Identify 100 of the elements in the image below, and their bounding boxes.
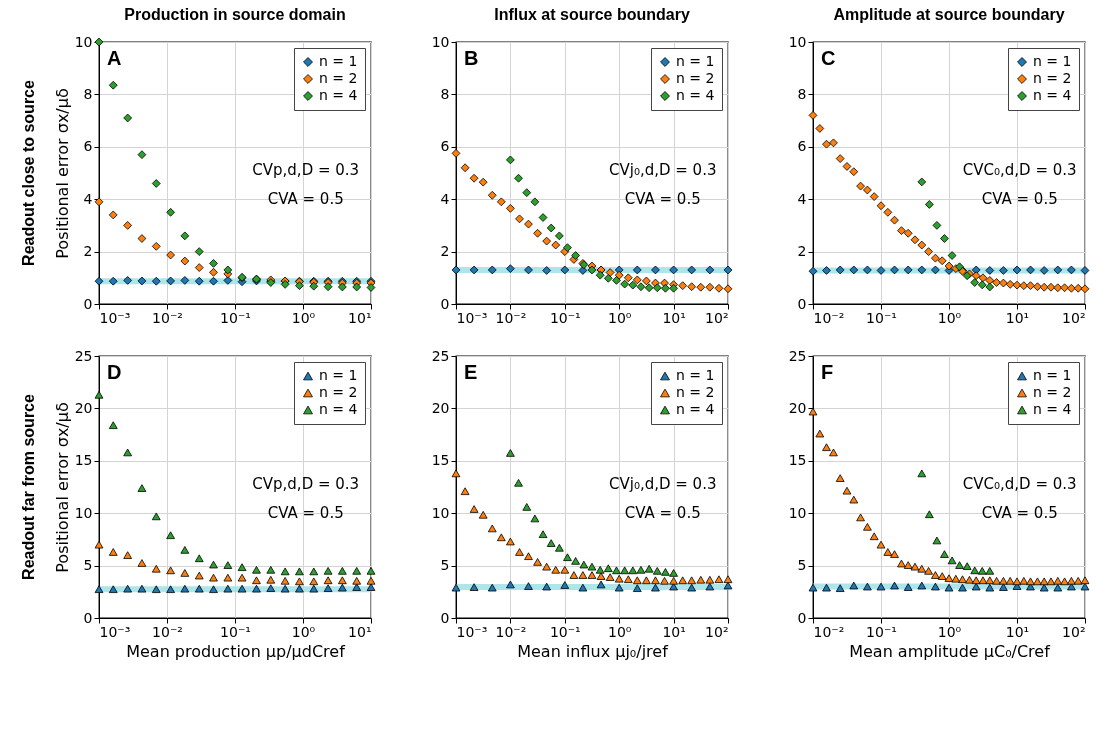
legend-label: n = 1 — [1033, 53, 1072, 69]
legend-label: n = 2 — [1033, 384, 1072, 400]
y-tick-label: 6 — [797, 138, 807, 155]
x-tick-label: 10¹ — [662, 623, 686, 640]
x-tick-label: 10⁰ — [607, 623, 632, 640]
annotation: CVj₀,d,D = 0.3 — [608, 161, 717, 180]
y-tick-label: 25 — [788, 347, 807, 364]
x-tick-label: 10² — [705, 309, 729, 326]
y-tick-label: 20 — [74, 399, 93, 416]
y-tick-label: 10 — [431, 33, 450, 50]
x-tick-label: 10¹ — [348, 623, 372, 640]
x-tick-label: 10⁻² — [495, 309, 527, 326]
y-tick-label: 0 — [797, 609, 807, 626]
legend-label: n = 1 — [676, 367, 715, 383]
legend-label: n = 4 — [676, 401, 715, 417]
x-tick-label: 10¹ — [662, 309, 686, 326]
chart-title: Amplitude at source boundary — [833, 6, 1065, 23]
x-tick-label: 10⁰ — [607, 309, 632, 326]
x-axis-title: Mean production μp/μdCref — [126, 641, 346, 661]
annotation: CVC₀,d,D = 0.3 — [962, 161, 1077, 180]
y-tick-label: 15 — [74, 452, 93, 469]
x-tick-label: 10⁻² — [813, 623, 845, 640]
y-tick-label: 25 — [74, 347, 93, 364]
x-tick-label: 10² — [705, 623, 729, 640]
y-tick-label: 20 — [431, 399, 450, 416]
x-tick-label: 10⁻¹ — [549, 309, 581, 326]
annotation: CVA = 0.5 — [267, 190, 344, 209]
x-tick-label: 10⁻² — [495, 623, 527, 640]
annotation: B — [464, 47, 479, 69]
x-tick-label: 10² — [1062, 309, 1086, 326]
chart-title: Influx at source boundary — [494, 6, 690, 23]
y-tick-label: 15 — [431, 452, 450, 469]
annotation: CVp,d,D = 0.3 — [252, 161, 360, 180]
x-tick-label: 10⁻³ — [456, 623, 488, 640]
y-tick-label: 0 — [83, 295, 93, 312]
y-tick-label: 0 — [440, 295, 450, 312]
y-tick-label: 2 — [440, 243, 450, 260]
x-tick-label: 10⁻² — [813, 309, 845, 326]
x-tick-label: 10¹ — [1005, 309, 1030, 326]
annotation: CVA = 0.5 — [981, 190, 1058, 209]
legend-label: n = 4 — [1033, 401, 1072, 417]
chart-title: Production in source domain — [124, 6, 346, 23]
annotation: CVA = 0.5 — [624, 504, 701, 523]
y-tick-label: 10 — [74, 504, 93, 521]
legend-label: n = 4 — [676, 87, 715, 103]
legend-label: n = 1 — [676, 53, 715, 69]
y-axis-title: Positional error σx/μδ — [52, 88, 72, 259]
y-tick-label: 25 — [431, 347, 450, 364]
legend-label: n = 4 — [1033, 87, 1072, 103]
y-tick-label: 0 — [440, 609, 450, 626]
annotation: E — [464, 361, 478, 383]
annotation: D — [107, 361, 122, 383]
y-tick-label: 2 — [83, 243, 93, 260]
y-tick-label: 10 — [74, 33, 93, 50]
x-tick-label: 10⁰ — [937, 309, 962, 326]
x-tick-label: 10¹ — [348, 309, 372, 326]
annotation: CVA = 0.5 — [624, 190, 701, 209]
x-tick-label: 10⁻¹ — [220, 309, 251, 326]
legend-label: n = 2 — [319, 384, 358, 400]
y-tick-label: 15 — [788, 452, 807, 469]
x-tick-label: 10⁻¹ — [549, 623, 581, 640]
x-tick-label: 10⁻³ — [456, 309, 488, 326]
y-axis-title: Positional error σx/μδ — [52, 402, 72, 573]
legend-label: n = 1 — [319, 53, 358, 69]
annotation: CVp,d,D = 0.3 — [252, 475, 360, 494]
legend-label: n = 2 — [319, 70, 358, 86]
x-tick-label: 10⁻¹ — [866, 309, 897, 326]
legend-label: n = 1 — [1033, 367, 1072, 383]
legend-label: n = 2 — [676, 384, 715, 400]
y-tick-label: 5 — [440, 557, 450, 574]
x-tick-label: 10¹ — [1005, 623, 1030, 640]
x-tick-label: 10⁻² — [152, 623, 183, 640]
y-tick-label: 8 — [797, 85, 807, 102]
y-tick-label: 2 — [797, 243, 807, 260]
legend-label: n = 4 — [319, 87, 358, 103]
text: Readout close to source — [20, 79, 37, 266]
y-tick-label: 0 — [83, 609, 93, 626]
y-tick-label: 4 — [440, 190, 450, 207]
legend-label: n = 1 — [319, 367, 358, 383]
y-tick-label: 10 — [788, 504, 807, 521]
x-axis-title: Mean influx μj₀/jref — [517, 641, 669, 661]
annotation: CVA = 0.5 — [981, 504, 1058, 523]
y-tick-label: 0 — [797, 295, 807, 312]
x-tick-label: 10² — [1062, 623, 1086, 640]
y-tick-label: 20 — [788, 399, 807, 416]
y-tick-label: 5 — [83, 557, 93, 574]
annotation: CVA = 0.5 — [267, 504, 344, 523]
y-tick-label: 4 — [797, 190, 807, 207]
annotation: CVj₀,d,D = 0.3 — [608, 475, 717, 494]
y-tick-label: 8 — [83, 85, 93, 102]
y-tick-label: 8 — [440, 85, 450, 102]
annotation: C — [821, 47, 836, 69]
legend-label: n = 4 — [319, 401, 358, 417]
y-tick-label: 10 — [431, 504, 450, 521]
y-tick-label: 6 — [83, 138, 93, 155]
x-tick-label: 10⁻³ — [99, 623, 131, 640]
x-tick-label: 10⁻¹ — [220, 623, 251, 640]
text: Readout far from source — [20, 393, 37, 580]
y-tick-label: 6 — [440, 138, 450, 155]
y-tick-label: 4 — [83, 190, 93, 207]
